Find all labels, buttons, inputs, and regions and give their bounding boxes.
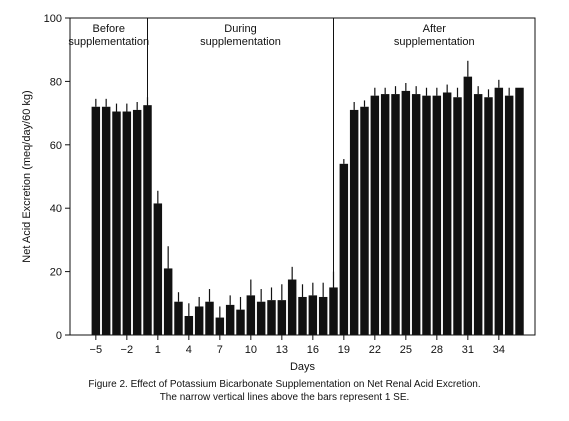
period-labels: Before supplementation During supplementati… <box>68 23 474 48</box>
bar <box>112 111 121 335</box>
x-tick-label: −5 <box>90 344 103 356</box>
x-tick-label: 31 <box>462 344 474 356</box>
bar <box>349 109 359 336</box>
x-tick-label: 28 <box>431 344 443 356</box>
bar <box>225 304 235 335</box>
bar <box>401 90 411 335</box>
bar <box>256 301 266 335</box>
y-tick-label: 0 <box>56 330 62 342</box>
bars-group <box>91 76 524 336</box>
bar <box>391 94 400 335</box>
bar <box>122 111 132 335</box>
y-tick-label: 40 <box>50 203 62 215</box>
bar <box>318 296 328 335</box>
bar <box>515 87 524 336</box>
period-label: During supplementation <box>200 23 281 48</box>
x-tick-label: 22 <box>369 344 381 356</box>
bar <box>308 295 318 335</box>
bar <box>236 309 245 335</box>
period-label: After supplementation <box>394 23 475 48</box>
plot-frame <box>69 17 536 336</box>
bar <box>339 163 349 335</box>
bar <box>484 97 493 335</box>
plot-border <box>69 17 536 336</box>
bar <box>504 95 514 335</box>
bar <box>370 95 380 335</box>
bar <box>205 301 214 335</box>
bar <box>360 106 369 335</box>
y-tick-label: 60 <box>50 140 62 152</box>
y-tick-label: 20 <box>50 267 62 279</box>
bar <box>194 306 204 335</box>
bar <box>246 295 256 335</box>
bar <box>163 268 173 335</box>
bar <box>473 94 483 335</box>
x-tick-label: −2 <box>121 344 134 356</box>
x-axis: −5 −2 1 4 7 10 13 16 19 22 25 28 31 34 <box>90 335 505 356</box>
bar <box>91 106 101 335</box>
bar <box>411 94 421 335</box>
x-tick-label: 25 <box>400 344 412 356</box>
figure-caption: Figure 2. Effect of Potassium Bicarbonat… <box>0 378 569 404</box>
x-tick-label: 10 <box>245 344 257 356</box>
x-tick-label: 4 <box>186 344 192 356</box>
bar <box>463 76 473 336</box>
y-tick-label: 80 <box>50 76 62 88</box>
bar <box>277 300 287 335</box>
x-tick-label: 34 <box>493 344 505 356</box>
bar <box>442 92 452 336</box>
y-axis-label: Net Acid Excretion (meq/day/60 kg) <box>21 90 33 262</box>
bar <box>267 300 276 335</box>
bar <box>422 95 431 335</box>
x-tick-label: 13 <box>276 344 288 356</box>
bar <box>453 97 462 335</box>
caption-line-1: Figure 2. Effect of Potassium Bicarbonat… <box>88 379 481 390</box>
x-tick-label: 7 <box>217 344 223 356</box>
bar <box>184 315 194 335</box>
x-tick-label: 16 <box>307 344 319 356</box>
x-tick-label: 1 <box>155 344 161 356</box>
bar <box>101 106 111 335</box>
x-tick-label: 19 <box>338 344 350 356</box>
bar <box>153 203 163 335</box>
bar <box>287 279 297 335</box>
y-tick-label: 100 <box>44 13 62 25</box>
bar <box>298 296 307 335</box>
caption-line-2: The narrow vertical lines above the bars… <box>159 392 410 403</box>
y-axis: 0 20 40 60 80 100 <box>44 13 70 342</box>
bar <box>494 87 504 336</box>
bar <box>432 95 442 335</box>
bar <box>174 301 183 335</box>
bar <box>215 317 225 335</box>
period-label: Before supplementation <box>68 23 149 48</box>
x-axis-label: Days <box>290 361 316 373</box>
bar <box>132 109 142 336</box>
bar <box>380 94 390 335</box>
